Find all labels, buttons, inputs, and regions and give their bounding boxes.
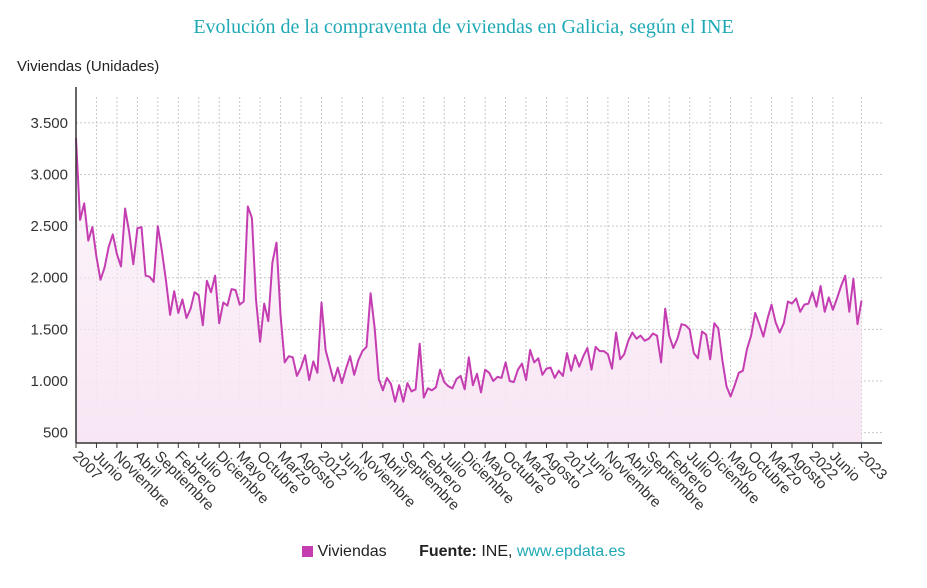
- series-line: [75, 138, 863, 403]
- chart-title: Evolución de la compraventa de viviendas…: [193, 16, 734, 38]
- x-tick-label: 2023: [855, 448, 891, 484]
- series-area: [76, 138, 862, 444]
- y-tick-label: 3.500: [30, 115, 68, 132]
- y-tick-label: 1.000: [30, 373, 68, 390]
- y-tick-label: 2.000: [30, 270, 68, 287]
- source-link[interactable]: www.epdata.es: [516, 543, 626, 560]
- legend-swatch: [301, 546, 313, 557]
- y-tick-label: 1.500: [30, 321, 68, 338]
- source-note: Fuente: INE, www.epdata.es: [419, 543, 625, 560]
- legend-label: Viviendas: [317, 543, 387, 560]
- legend-item[interactable]: Viviendas: [301, 543, 392, 560]
- chart-canvas: 5001.0001.5002.0002.5003.0003.5002007Jun…: [30, 87, 891, 514]
- source-label: Fuente:: [419, 543, 477, 560]
- y-tick-label: 2.500: [30, 218, 68, 235]
- y-tick-label: 3.000: [30, 166, 68, 183]
- y-axis-label: Viviendas (Unidades): [17, 58, 160, 75]
- y-tick-label: 500: [43, 425, 68, 442]
- chart-footer: Viviendas Fuente: INE, www.epdata.es: [0, 543, 927, 561]
- source-name: INE,: [481, 543, 513, 560]
